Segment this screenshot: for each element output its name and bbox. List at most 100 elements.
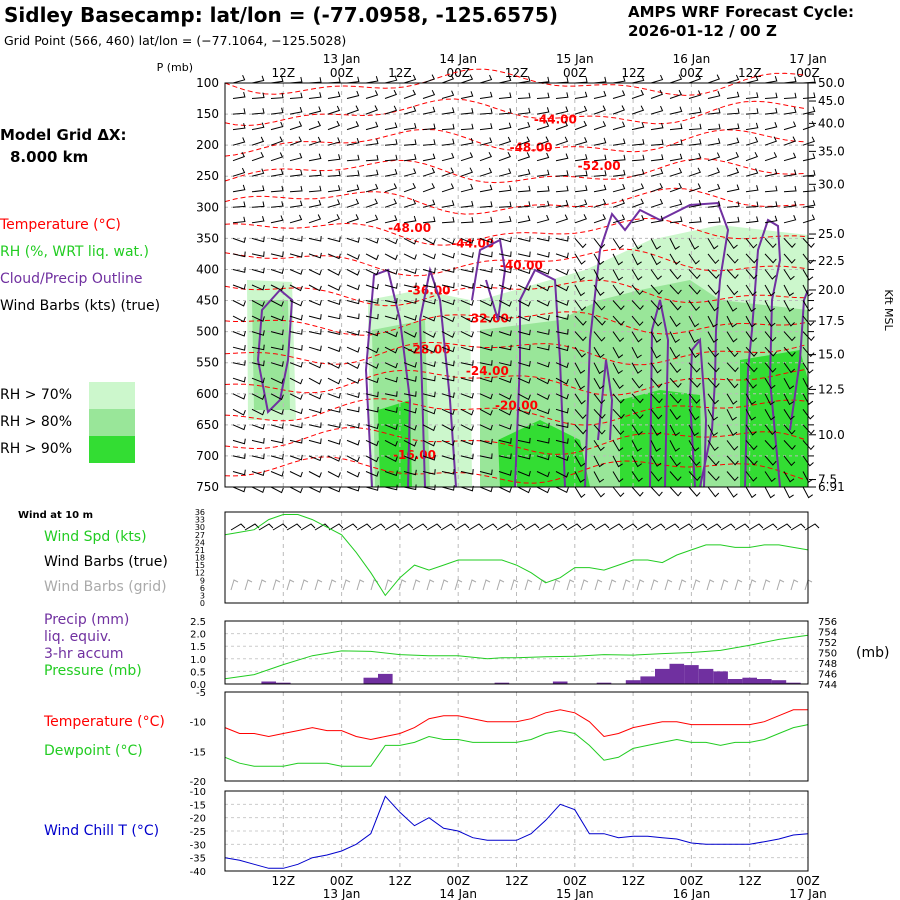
wind-barb	[593, 105, 606, 115]
wind-barb-10m	[664, 523, 680, 531]
wind-barb	[422, 216, 436, 224]
wind-barb	[650, 253, 661, 266]
wind-barb-10m-grid	[454, 579, 463, 591]
wind-barb	[631, 393, 644, 404]
wind-barb	[498, 267, 512, 274]
wind-barb	[460, 485, 474, 492]
wind-barb	[327, 329, 341, 336]
wind-barb	[745, 168, 759, 177]
wind-barb	[726, 346, 739, 358]
kft-tick-label: 12.5	[818, 382, 845, 396]
wind-barb	[441, 360, 455, 367]
wind-barb	[783, 76, 797, 84]
kft-tick-label: 20.0	[818, 283, 845, 297]
temperature-contour-8	[224, 311, 806, 336]
wind-barb	[707, 424, 718, 437]
wind-barb	[745, 440, 758, 451]
wind-barb	[498, 92, 512, 99]
legend-wind-chill: Wind Chill T (°C)	[44, 823, 160, 839]
wind-barb	[593, 214, 607, 224]
wind-barb-10m	[384, 523, 400, 531]
wind-barb	[517, 92, 531, 99]
wind-barb	[612, 105, 626, 115]
wind-barb	[555, 345, 569, 352]
wind-barb	[707, 284, 720, 295]
wind-barb	[745, 362, 758, 373]
bottom-date-label: 16 Jan	[673, 887, 711, 900]
wind-barb-10m	[776, 523, 792, 531]
wind-barb	[289, 393, 303, 400]
wind-barb	[536, 251, 550, 258]
wind-barb	[403, 268, 417, 275]
wind-barb	[327, 362, 341, 369]
precip-bar	[727, 679, 743, 684]
wind-barb	[764, 269, 777, 280]
wind-barb	[365, 283, 379, 290]
wind-barb	[384, 455, 398, 463]
wind-barb	[479, 438, 493, 445]
wind-barb	[593, 408, 606, 419]
wind-barb	[555, 438, 569, 444]
wind-barb	[726, 424, 738, 436]
wind-barb	[346, 198, 360, 208]
wind-barb	[365, 313, 379, 320]
wind-barb	[251, 360, 265, 367]
wind-barb	[783, 185, 797, 193]
wind-barb	[669, 455, 681, 467]
kft-tick-label: 15.0	[818, 348, 845, 362]
temperature-contour-label: -48.00	[388, 221, 431, 235]
wind-barb	[441, 252, 455, 259]
wind-barb	[707, 471, 720, 482]
wind-barb	[555, 200, 569, 208]
wind-barb-10m-grid	[482, 579, 491, 591]
wind-barb	[764, 424, 777, 436]
wind-barb	[669, 74, 683, 84]
top-date-label: 13 Jan	[323, 52, 361, 66]
wind-barb	[422, 331, 436, 338]
wind-barb	[346, 298, 360, 305]
wind-barb	[498, 108, 512, 115]
wind-barb	[764, 215, 778, 224]
wind-barb	[764, 377, 776, 390]
wind-barb	[745, 409, 756, 421]
bottom-date-label: 17 Jan	[789, 887, 827, 900]
wind-barb-10m-grid	[664, 579, 673, 591]
wind-barb	[745, 377, 757, 389]
wind-barb	[650, 440, 661, 452]
wind-barb	[555, 214, 569, 224]
wind-barb	[783, 152, 797, 162]
wind-barb	[365, 198, 379, 208]
wind-barb	[441, 216, 455, 224]
cloud-outline-4	[514, 268, 566, 488]
precip-bar	[640, 676, 655, 684]
pressure-tick-label: 750	[818, 649, 837, 660]
bottom-time-tick-label: 12Z	[621, 874, 645, 888]
wind-barb	[460, 360, 474, 366]
wind-barb	[802, 92, 816, 99]
wind-barb	[365, 471, 379, 477]
wind-barb	[726, 284, 739, 296]
wind-barb	[593, 284, 605, 296]
wind-barb	[783, 169, 797, 177]
cloud-outline-8	[688, 337, 708, 488]
wind-barb-10m	[272, 523, 288, 531]
wind-barb	[726, 151, 739, 162]
bottom-time-tick-label: 12Z	[738, 874, 762, 888]
wind-barb	[688, 167, 702, 177]
wind-barb	[707, 90, 721, 99]
wind-barb	[517, 344, 531, 351]
wind-barb	[270, 152, 284, 162]
wind-barb	[669, 424, 680, 437]
wind-barb	[764, 92, 778, 99]
wind-barb	[726, 216, 740, 224]
wind-barb-10m	[650, 523, 666, 531]
wind-barb	[669, 139, 683, 146]
legend-wind-speed: Wind Spd (kts)	[44, 529, 147, 545]
wind-barb	[251, 486, 265, 493]
wind-barb	[479, 137, 493, 146]
wind-barb-10m	[426, 523, 442, 531]
wind-barb	[251, 300, 265, 307]
wind-barb	[669, 377, 682, 388]
wind-barb-10m-grid	[552, 579, 561, 591]
wind-barb	[650, 346, 661, 359]
